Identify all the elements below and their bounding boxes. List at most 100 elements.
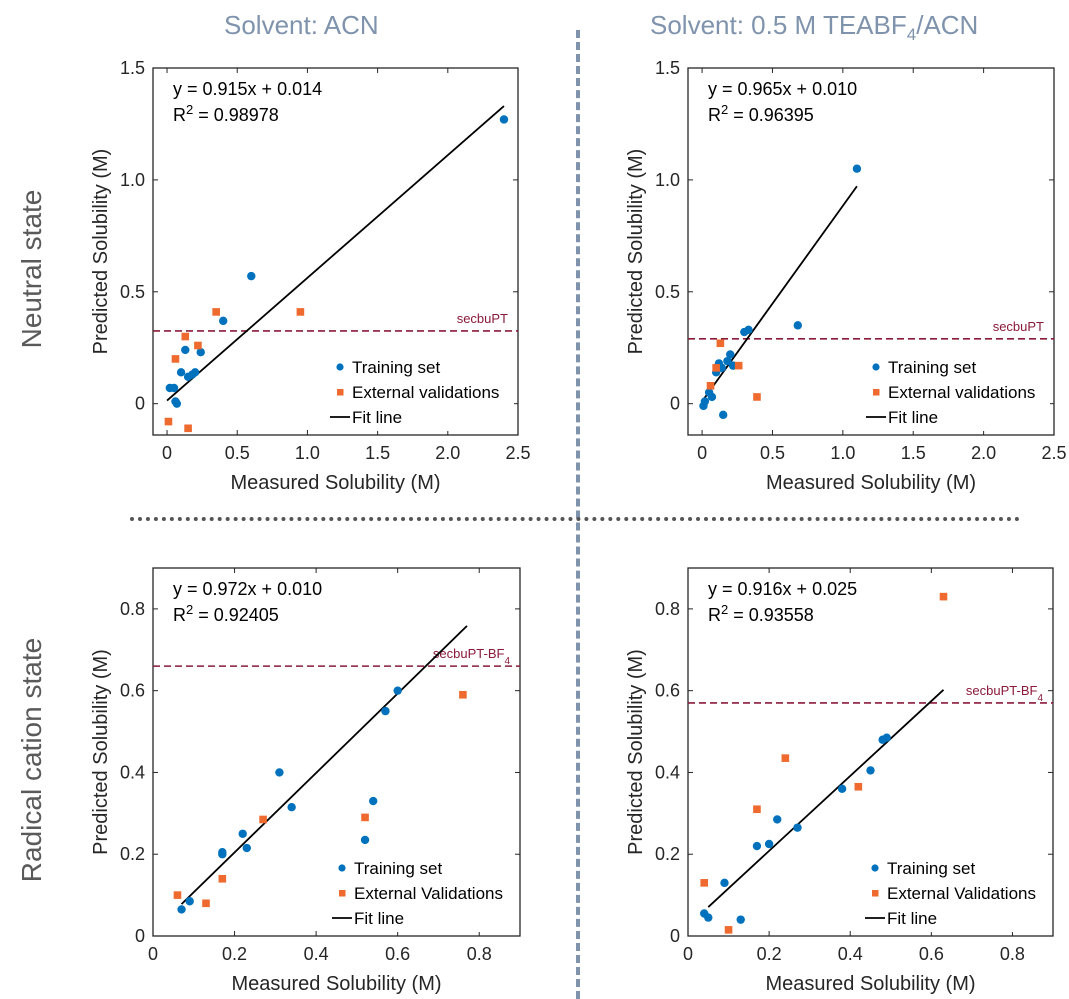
fit-line	[180, 625, 468, 905]
training-point	[773, 815, 782, 824]
training-point	[764, 839, 774, 849]
external-point	[706, 381, 715, 390]
external-point	[712, 364, 720, 372]
x-tick-label: 0.2	[757, 944, 782, 964]
external-point	[854, 782, 863, 791]
training-point	[852, 164, 862, 173]
y-tick-label: 1.5	[655, 58, 680, 78]
training-point	[247, 271, 256, 281]
x-tick-label: 2.5	[1041, 443, 1066, 463]
training-point	[700, 397, 710, 406]
chart-panel-3: 0 0.2 0.4 0.6 0.8 0 0.2 0.4 0.6 0.8 Measured Solub…	[90, 567, 521, 995]
external-point	[202, 899, 210, 908]
legend-external-label: External Validations	[354, 884, 503, 903]
external-point	[212, 308, 220, 316]
reference-label: secbuPT	[457, 311, 508, 326]
external-point	[716, 339, 725, 348]
y-tick-label: 1.0	[120, 170, 145, 190]
x-tick-label: 0.6	[919, 944, 944, 964]
x-axis-label: Measured Solubility (M)	[766, 472, 976, 494]
x-tick-label: 0.5	[760, 443, 785, 463]
y-tick-label: 0.6	[120, 681, 145, 701]
y-tick-label: 0	[670, 394, 680, 414]
x-tick-label: 0.8	[467, 944, 492, 964]
legend-fit-label: Fit line	[887, 909, 937, 928]
y-tick-label: 1.0	[655, 170, 680, 190]
fit-line	[707, 689, 945, 908]
legend-fit-label: Fit line	[354, 909, 404, 928]
external-point	[724, 926, 733, 934]
training-point	[176, 368, 186, 377]
training-point	[707, 392, 717, 402]
x-tick-label: 0	[148, 944, 158, 964]
x-tick-label: 2.0	[971, 443, 996, 463]
x-tick-label: 1.0	[830, 443, 855, 463]
r-squared: R2 = 0.98978	[173, 102, 279, 126]
y-tick-label: 0.2	[655, 844, 680, 864]
legend-external-marker	[873, 389, 880, 396]
x-tick-label: 0.2	[222, 944, 247, 964]
r-squared: R2 = 0.92405	[173, 602, 279, 626]
legend-external-label: External validations	[352, 383, 499, 402]
legend-training-marker	[336, 363, 344, 371]
legend-training-marker	[872, 363, 880, 371]
y-tick-label: 0	[670, 926, 680, 946]
training-point	[242, 843, 251, 853]
x-tick-label: 0.4	[304, 944, 329, 964]
fit-equation: y = 0.916x + 0.025	[708, 579, 857, 599]
y-tick-label: 0	[135, 394, 145, 414]
y-tick-label: 0.5	[120, 282, 145, 302]
vertical-divider	[576, 30, 580, 999]
fit-line	[701, 185, 858, 402]
x-tick-label: 1.5	[365, 443, 390, 463]
external-point	[259, 815, 267, 824]
x-tick-label: 0	[683, 944, 693, 964]
legend-training-label: Training set	[354, 859, 442, 878]
training-point	[238, 829, 247, 838]
external-point	[296, 308, 305, 316]
x-tick-label: 0	[162, 443, 172, 463]
fit-line	[166, 105, 505, 402]
legend-training-label: Training set	[887, 859, 975, 878]
training-point	[172, 399, 182, 408]
x-axis-label: Measured Solubility (M)	[231, 973, 441, 995]
training-point	[720, 878, 729, 888]
y-tick-label: 0.4	[655, 762, 680, 782]
training-point	[866, 766, 875, 775]
y-tick-label: 0	[135, 926, 145, 946]
x-tick-label: 0.8	[1000, 944, 1025, 964]
y-axis-label: Predicted Solubility (M)	[625, 649, 647, 855]
training-point	[369, 796, 378, 806]
training-point	[381, 706, 390, 716]
x-tick-label: 2.5	[505, 443, 530, 463]
fit-equation: y = 0.965x + 0.010	[708, 79, 857, 99]
training-point	[752, 841, 762, 851]
external-point	[459, 690, 467, 699]
training-point	[185, 897, 194, 906]
column-title-teabf4: Solvent: 0.5 M TEABF4/ACN	[650, 10, 979, 45]
x-tick-label: 2.0	[435, 443, 460, 463]
training-point	[181, 345, 190, 355]
training-point	[726, 350, 735, 359]
training-point	[393, 686, 402, 695]
training-point	[723, 356, 732, 366]
x-axis-label: Measured Solubility (M)	[230, 472, 440, 494]
training-point	[196, 348, 205, 357]
r-squared: R2 = 0.93558	[708, 602, 814, 626]
training-point	[736, 915, 745, 924]
y-tick-label: 1.5	[120, 58, 145, 78]
chart-panel-4: 0 0.2 0.4 0.6 0.8 0 0.2 0.4 0.6 0.8 Measured Solub…	[625, 567, 1054, 995]
external-point	[218, 874, 227, 883]
external-point	[700, 879, 709, 887]
r-squared: R2 = 0.96395	[708, 102, 814, 126]
y-tick-label: 0.5	[655, 282, 680, 302]
training-point	[177, 905, 186, 914]
training-point	[793, 321, 802, 330]
y-axis-label: Predicted Solubility (M)	[625, 149, 647, 355]
external-point	[734, 361, 743, 370]
legend-box	[863, 858, 1049, 932]
training-point	[190, 368, 200, 377]
chart-panel-1: 0 0.5 1.0 1.5 2.0 2.5 0 0.5 1.0 1.5 Measured Solub…	[90, 58, 531, 494]
legend-training-label: Training set	[352, 358, 440, 377]
